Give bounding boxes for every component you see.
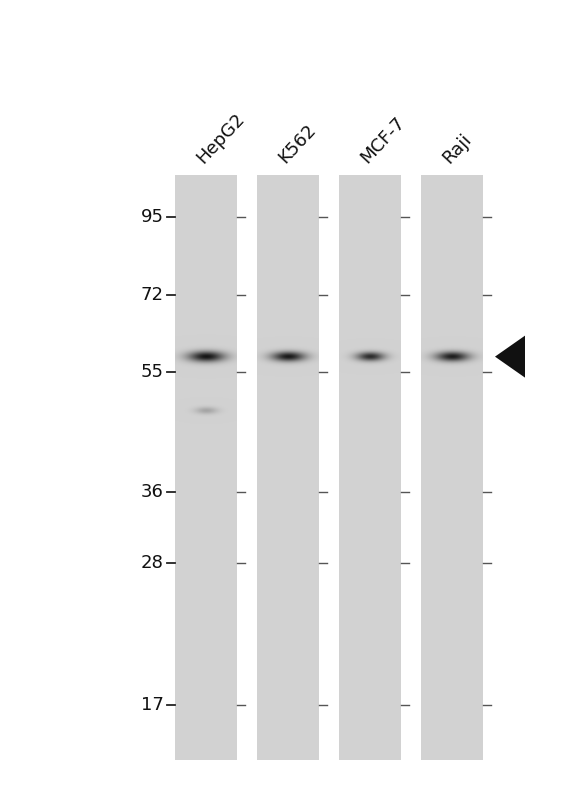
- Text: 17: 17: [141, 696, 164, 714]
- Polygon shape: [495, 336, 525, 378]
- Text: 95: 95: [141, 208, 164, 226]
- Text: 28: 28: [141, 554, 164, 572]
- Text: 72: 72: [141, 286, 164, 304]
- Text: MCF-7: MCF-7: [357, 114, 408, 167]
- Text: Raji: Raji: [439, 130, 475, 167]
- Text: HepG2: HepG2: [193, 110, 248, 167]
- Text: 36: 36: [141, 483, 164, 501]
- Text: 55: 55: [141, 362, 164, 381]
- Text: K562: K562: [275, 121, 320, 167]
